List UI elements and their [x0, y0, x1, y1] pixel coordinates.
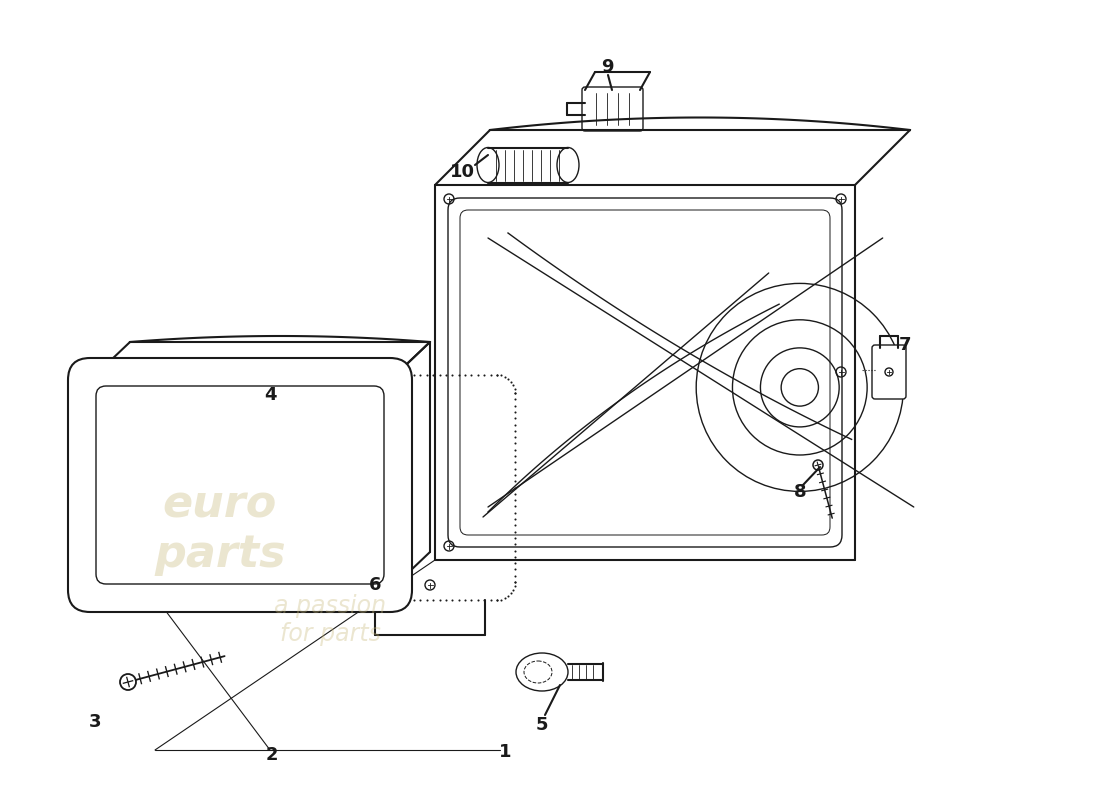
FancyBboxPatch shape	[872, 345, 906, 399]
Text: euro
parts: euro parts	[154, 483, 286, 576]
Text: 10: 10	[450, 163, 474, 181]
Text: 3: 3	[89, 713, 101, 731]
Text: 4: 4	[264, 386, 276, 404]
Text: 1: 1	[498, 743, 512, 761]
Text: 9: 9	[601, 58, 614, 76]
FancyBboxPatch shape	[582, 87, 643, 131]
FancyBboxPatch shape	[68, 358, 412, 612]
Text: 2: 2	[266, 746, 278, 764]
Text: 5: 5	[536, 716, 548, 734]
Text: 7: 7	[899, 336, 911, 354]
Text: a passion
for parts: a passion for parts	[274, 594, 386, 646]
Text: 8: 8	[794, 483, 806, 501]
Ellipse shape	[557, 147, 579, 182]
Text: 6: 6	[368, 576, 382, 594]
